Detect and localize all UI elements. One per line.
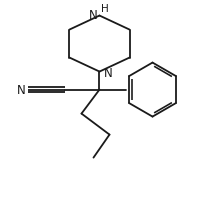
Text: H: H — [101, 4, 109, 14]
Text: N: N — [104, 67, 112, 80]
Text: N: N — [89, 9, 97, 22]
Text: N: N — [17, 84, 26, 97]
